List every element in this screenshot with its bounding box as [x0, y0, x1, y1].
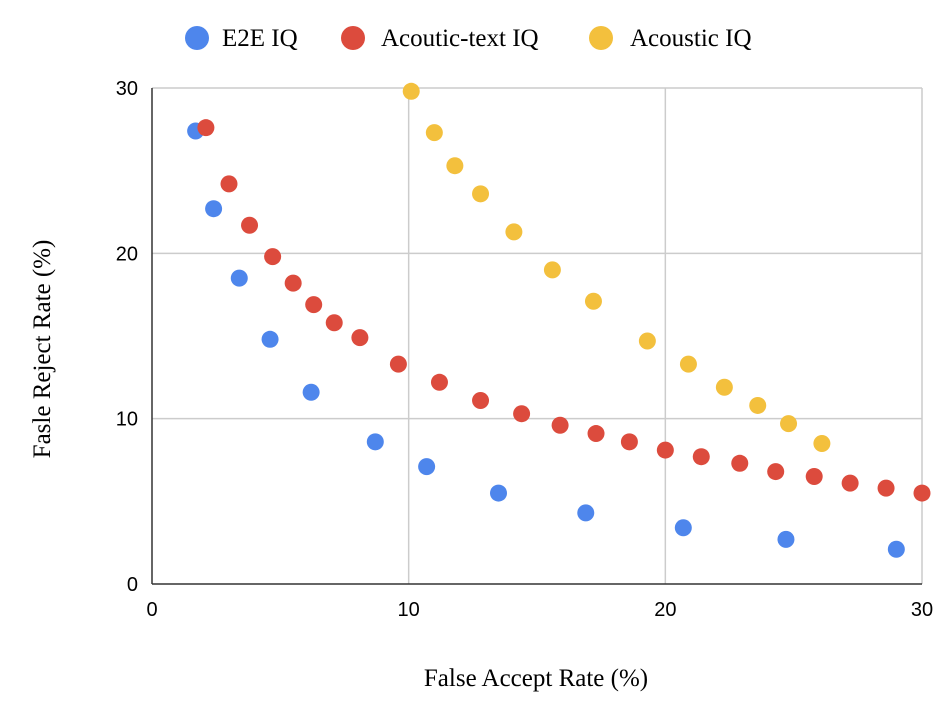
x-tick-label: 10	[398, 599, 420, 621]
data-point	[472, 185, 490, 203]
y-tick-label: 30	[116, 78, 138, 100]
data-point	[366, 433, 384, 451]
data-points	[187, 82, 931, 558]
axes	[151, 88, 922, 585]
data-point	[205, 200, 223, 218]
data-point	[389, 355, 407, 373]
data-point	[264, 248, 282, 266]
data-point	[325, 314, 343, 332]
data-point	[490, 484, 507, 502]
data-point	[261, 330, 279, 348]
data-point	[418, 458, 436, 476]
x-tick-label: 20	[654, 599, 676, 621]
data-point	[692, 448, 710, 466]
data-point	[302, 383, 320, 401]
data-point	[505, 223, 523, 241]
legend-label: Acoutic-text IQ	[381, 25, 539, 52]
legend-marker	[341, 26, 365, 50]
x-tick-label: 0	[146, 599, 157, 621]
data-point	[241, 216, 259, 234]
data-point	[777, 530, 795, 548]
data-point	[446, 157, 464, 175]
data-point	[351, 329, 369, 347]
data-point	[767, 463, 785, 481]
data-point	[656, 441, 674, 459]
data-point	[620, 433, 638, 451]
data-point	[230, 269, 248, 287]
data-point	[425, 124, 443, 142]
y-tick-label: 10	[116, 409, 138, 431]
data-point	[587, 425, 605, 443]
data-point	[749, 396, 767, 414]
data-point	[638, 332, 656, 350]
data-point	[197, 119, 215, 137]
legend-label: Acoustic IQ	[630, 25, 752, 52]
legend-label: E2E IQ	[222, 25, 298, 52]
data-point	[679, 355, 697, 373]
data-point	[731, 454, 749, 472]
legend-marker	[589, 26, 613, 50]
data-point	[780, 415, 798, 433]
series-2	[402, 82, 831, 452]
data-point	[430, 373, 448, 391]
data-point	[584, 292, 602, 310]
data-point	[674, 519, 692, 537]
data-point	[402, 82, 420, 100]
tick-labels: 0 10 20 30 0 10 20 30	[116, 78, 933, 621]
data-point	[577, 504, 595, 522]
data-point	[305, 296, 323, 314]
legend-marker	[185, 26, 209, 50]
data-point	[472, 391, 490, 409]
data-point	[913, 484, 931, 502]
y-tick-label: 0	[127, 574, 138, 596]
x-axis-title: False Accept Rate (%)	[424, 665, 648, 692]
legend: E2E IQ Acoutic-text IQ Acoustic IQ	[185, 25, 752, 52]
y-tick-label: 20	[116, 243, 138, 265]
y-axis-title: Fasle Reject Rate (%)	[29, 240, 56, 459]
data-point	[887, 540, 905, 558]
series-1	[197, 119, 931, 502]
data-point	[805, 468, 823, 486]
data-point	[841, 474, 859, 492]
data-point	[220, 175, 238, 193]
data-point	[543, 261, 561, 279]
data-point	[513, 405, 531, 423]
data-point	[715, 378, 733, 396]
data-point	[877, 479, 895, 497]
x-tick-label: 30	[911, 599, 933, 621]
series-0	[187, 122, 905, 558]
data-point	[813, 434, 831, 452]
data-point	[284, 274, 302, 292]
data-point	[551, 416, 569, 434]
